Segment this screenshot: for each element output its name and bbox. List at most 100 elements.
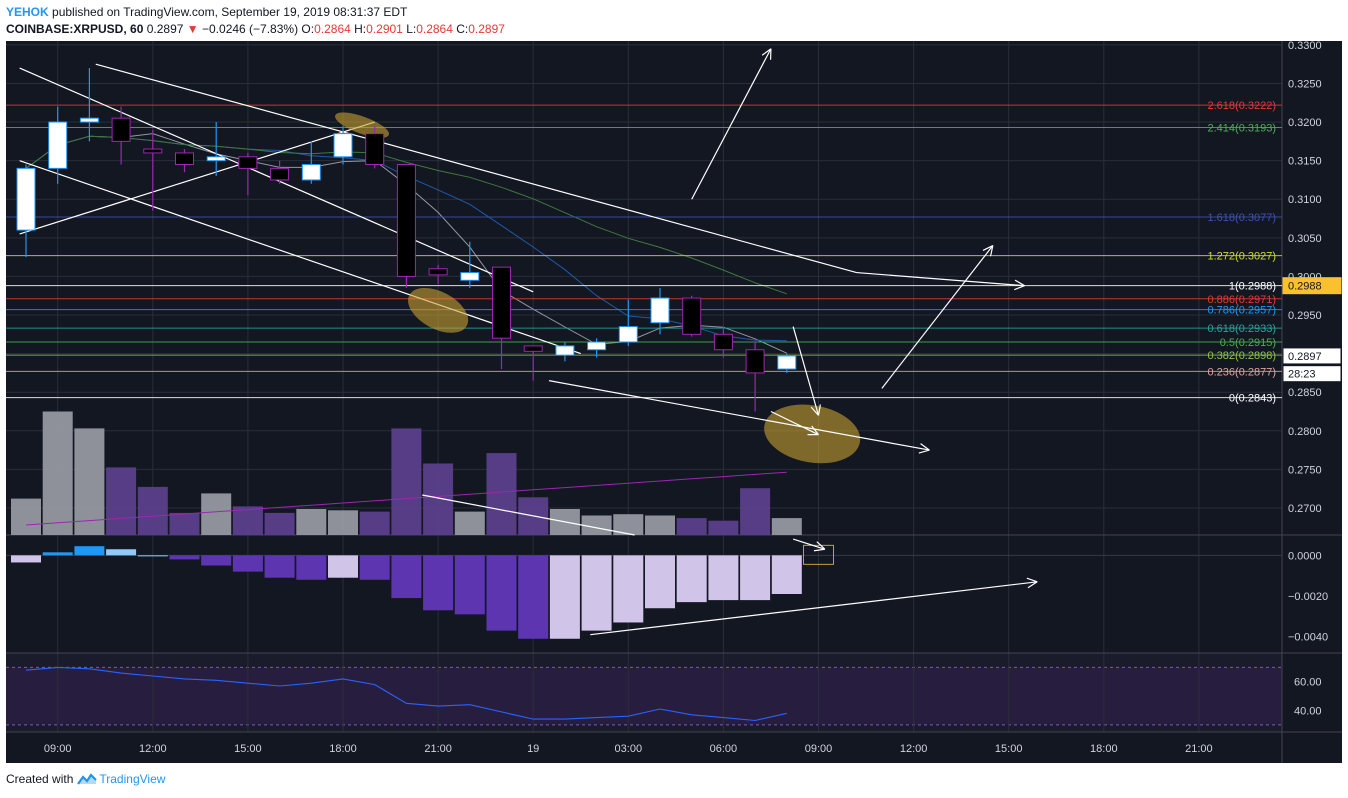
price-axis-label: 0.3100 <box>1288 194 1322 206</box>
macd-histogram-bar <box>423 555 454 611</box>
annotation-arrow <box>792 326 820 416</box>
candle-body <box>111 117 131 142</box>
arrow-head <box>811 425 819 436</box>
arrow-head <box>817 404 821 416</box>
fib-level-label: 0.236(0.2877) <box>1208 366 1277 378</box>
author-name[interactable]: YEHOK <box>6 5 49 19</box>
macd-histogram-bar <box>137 555 168 557</box>
macd-histogram-bar <box>454 555 485 615</box>
volume-bar <box>42 411 73 535</box>
low-value: 0.2864 <box>416 22 453 36</box>
annotation-arrow <box>881 245 994 389</box>
macd-histogram-bar <box>232 555 263 572</box>
price-badge-text: 0.2988 <box>1288 281 1322 293</box>
candle-body <box>587 341 607 351</box>
price-axis-label: 0.3150 <box>1288 156 1322 168</box>
macd-histogram-bar <box>518 555 549 639</box>
candle-body <box>777 355 797 370</box>
trend-line <box>422 494 635 536</box>
price-change: −0.0246 (−7.83%) <box>202 22 299 36</box>
macd-histogram-bar <box>645 555 675 609</box>
macd-axis-label: 0.0000 <box>1288 550 1322 562</box>
down-triangle-icon: ▼ <box>186 22 199 36</box>
fib-level-label: 1.618(0.3077) <box>1208 212 1277 224</box>
open-value: 0.2864 <box>314 22 351 36</box>
macd-histogram-bar <box>201 555 232 566</box>
macd-histogram-bar <box>11 555 41 563</box>
volume-bar <box>232 506 263 535</box>
candle-body <box>618 326 638 343</box>
candle-body <box>48 121 68 169</box>
macd-histogram-bar <box>581 555 612 631</box>
macd-histogram-bar <box>42 552 73 556</box>
macd-histogram-bar <box>676 555 707 603</box>
tradingview-link[interactable]: TradingView <box>99 772 166 786</box>
arrow-head <box>920 443 930 451</box>
macd-histogram-bar <box>359 555 390 580</box>
candle-body <box>650 297 670 324</box>
volume-bar <box>264 512 295 535</box>
volume-bar <box>423 463 454 535</box>
time-axis-label: 21:00 <box>1185 743 1213 755</box>
volume-bar <box>11 498 41 535</box>
fib-level-label: 1.272(0.3027) <box>1208 251 1277 263</box>
volume-bar <box>106 467 137 535</box>
price-axis-label: 0.2800 <box>1288 426 1322 438</box>
time-axis-label: 06:00 <box>710 743 738 755</box>
arrow-head <box>918 449 930 454</box>
annotation-arrow <box>770 410 819 436</box>
macd-histogram-bar <box>708 555 739 601</box>
volume-bar <box>359 511 390 535</box>
macd-histogram-bar <box>613 555 644 623</box>
macd-histogram-bar <box>264 555 295 578</box>
candle-body <box>333 133 353 158</box>
fib-level-label: 1(0.2988) <box>1229 281 1276 293</box>
high-value: 0.2901 <box>366 22 403 36</box>
symbol-info: COINBASE:XRPUSD, 60 0.2897 ▼ −0.0246 (−7… <box>6 22 505 36</box>
highlight-ellipse <box>408 288 469 333</box>
macd-histogram-bar <box>328 555 358 578</box>
fib-level-label: 0.382(0.2898) <box>1208 350 1277 362</box>
candle-body <box>713 333 733 351</box>
arrow-head <box>810 406 819 416</box>
open-label: O: <box>301 22 315 36</box>
candle-body <box>238 156 258 169</box>
publish-info: YEHOK published on TradingView.com, Sept… <box>6 5 407 19</box>
annotation-arrow <box>856 271 1025 287</box>
high-label: H: <box>354 22 367 36</box>
price-badge <box>1282 277 1342 295</box>
price-axis-label: 0.2700 <box>1288 503 1322 515</box>
time-axis-label: 15:00 <box>995 743 1023 755</box>
volume-bar <box>296 509 327 535</box>
price-chart[interactable]: 2.618(0.3222) 2.414(0.3193) 1.618(0.3077) 1… <box>6 41 1342 763</box>
fib-level-label: 0.786(0.2957) <box>1208 305 1277 317</box>
tradingview-logo-icon <box>77 773 98 785</box>
candle-body <box>460 272 480 281</box>
price-badge-text: 0.2897 <box>1288 351 1322 363</box>
candle-body <box>365 133 385 165</box>
arrow-head <box>761 48 772 56</box>
rsi-line <box>25 666 787 722</box>
price-axis-label: 0.2850 <box>1288 387 1322 399</box>
macd-histogram-bar <box>106 549 137 556</box>
macd-histogram-bar <box>740 555 771 601</box>
arrow-head <box>1026 577 1038 583</box>
candle-body <box>492 266 511 339</box>
publish-text: published on TradingView.com, September … <box>52 5 408 19</box>
candle-body <box>175 152 194 165</box>
time-axis-label: 03:00 <box>615 743 643 755</box>
volume-bar <box>137 486 168 535</box>
price-badge-text: 28:23 <box>1288 369 1316 381</box>
candle-body <box>301 164 321 181</box>
chart-area[interactable]: 2.618(0.3222) 2.414(0.3193) 1.618(0.3077) 1… <box>6 41 1342 763</box>
volume-bar <box>201 493 232 535</box>
annotation-arrow <box>590 581 1038 636</box>
price-axis-label: 0.3300 <box>1288 41 1322 52</box>
volume-bar <box>676 518 707 535</box>
volume-bar <box>771 518 802 535</box>
created-with-text: Created with <box>6 772 74 786</box>
time-axis-label: 12:00 <box>900 743 928 755</box>
candle-body <box>79 117 99 123</box>
volume-bar <box>708 520 739 535</box>
volume-bar <box>391 428 422 535</box>
